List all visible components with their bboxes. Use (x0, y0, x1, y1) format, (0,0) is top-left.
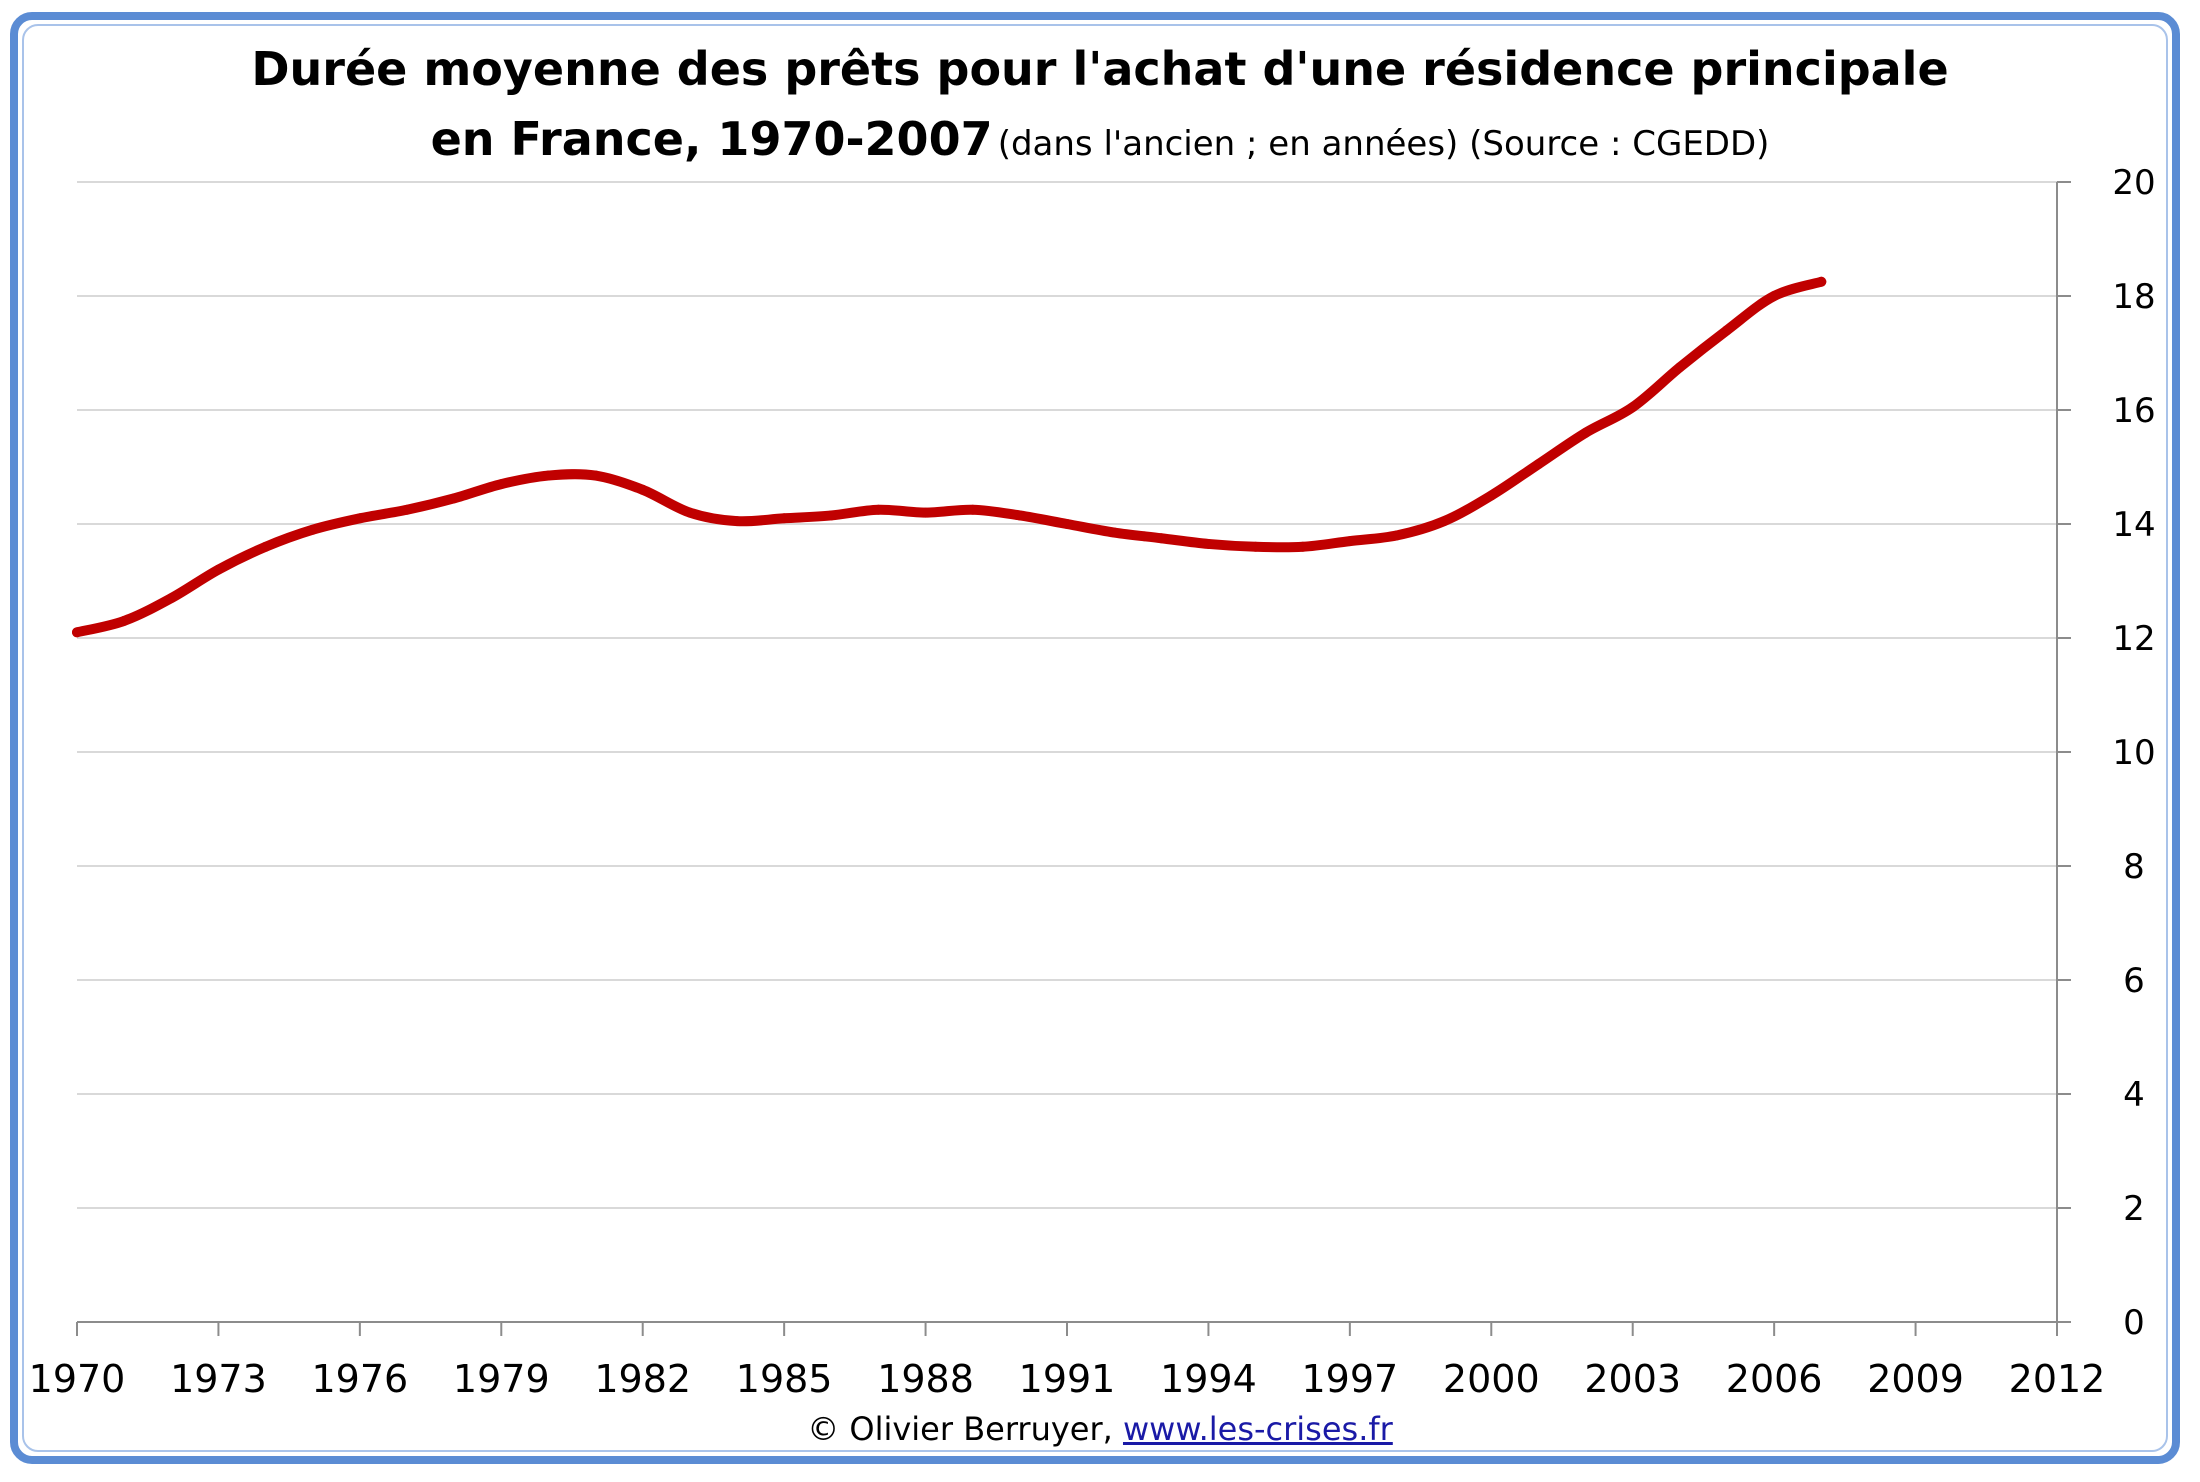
y-tick-label-16: 16 (2112, 391, 2155, 431)
chart-frame (10, 12, 2180, 1464)
x-tick-label-2012: 2012 (2009, 1357, 2106, 1401)
x-tick-label-2009: 2009 (1867, 1357, 1964, 1401)
data-point-1988 (920, 507, 931, 518)
data-point-1989 (967, 504, 978, 515)
data-point-1974 (260, 541, 271, 552)
data-point-1999 (1439, 516, 1450, 527)
data-point-1982 (637, 484, 648, 495)
series-group (72, 276, 1827, 638)
y-tick-label-18: 18 (2112, 277, 2155, 317)
x-tick-label-1997: 1997 (1301, 1357, 1398, 1401)
x-tick-label-1973: 1973 (170, 1357, 267, 1401)
copyright-text: © Olivier Berruyer, (807, 1410, 1113, 1448)
data-point-1977 (402, 504, 412, 515)
x-axis-tick-labels: 1970 1973 1976 1979 1982 1985 1988 1991 1994 1997… (29, 1357, 2106, 1401)
x-tick-label-2006: 2006 (1726, 1357, 1823, 1401)
x-tick-label-2000: 2000 (1443, 1357, 1540, 1401)
x-tick-label-1994: 1994 (1160, 1357, 1257, 1401)
data-point-1992 (1109, 527, 1120, 538)
data-point-1987 (873, 504, 884, 515)
y-tick-label-4: 4 (2123, 1075, 2145, 1115)
gridlines (77, 181, 2057, 1209)
chart-title-main: en France, 1970-2007 (430, 112, 993, 166)
y-tick-label-20: 20 (2112, 163, 2155, 203)
data-point-1973 (213, 564, 224, 575)
data-point-1993 (1156, 533, 1167, 544)
data-point-1972 (166, 593, 177, 604)
chart-title-line2: en France, 1970-2007 (dans l'ancien ; en… (0, 112, 2200, 166)
y-tick-label-2: 2 (2123, 1189, 2145, 1229)
data-point-2005 (1722, 325, 1732, 336)
data-point-1994 (1203, 538, 1214, 549)
data-point-1975 (307, 524, 318, 535)
data-point-1998 (1392, 530, 1402, 541)
data-point-1970 (72, 627, 82, 638)
chart-subtitle: (dans l'ancien ; en années) (Source : CG… (997, 124, 1770, 164)
x-tick-label-1970: 1970 (29, 1357, 126, 1401)
data-point-1976 (354, 513, 365, 524)
data-point-1979 (496, 479, 507, 490)
data-point-1980 (543, 470, 554, 481)
data-point-1991 (1062, 519, 1072, 529)
y-tick-label-8: 8 (2123, 847, 2145, 887)
data-point-2006 (1769, 291, 1780, 301)
data-point-1995 (1250, 541, 1261, 552)
data-point-1981 (590, 470, 601, 481)
data-point-1983 (684, 507, 695, 518)
y-tick-label-10: 10 (2112, 733, 2155, 773)
x-tick-label-1979: 1979 (453, 1357, 550, 1401)
data-point-1978 (449, 493, 460, 504)
y-axis-tick-labels: 0 2 4 6 8 10 12 14 16 18 20 (2112, 163, 2155, 1343)
data-point-2002 (1580, 427, 1591, 438)
x-tick-label-1988: 1988 (877, 1357, 974, 1401)
data-point-1985 (779, 513, 790, 524)
data-point-2000 (1486, 490, 1497, 501)
x-tick-label-1991: 1991 (1019, 1357, 1116, 1401)
chart-title-line1: Durée moyenne des prêts pour l'achat d'u… (251, 42, 1949, 96)
x-tick-label-1985: 1985 (736, 1357, 833, 1401)
data-point-1971 (119, 615, 130, 626)
footer-credit: © Olivier Berruyer, www.les-crises.fr (0, 1410, 2200, 1448)
data-point-1986 (826, 510, 837, 521)
website-link[interactable]: www.les-crises.fr (1122, 1410, 1393, 1448)
y-tick-label-12: 12 (2112, 619, 2155, 659)
axes (76, 181, 2071, 1336)
data-point-1997 (1344, 536, 1355, 547)
chart-frame-inner (22, 24, 2168, 1452)
x-tick-label-1976: 1976 (311, 1357, 408, 1401)
data-point-1990 (1014, 510, 1025, 521)
series-line-0 (72, 276, 1827, 638)
data-point-2003 (1627, 402, 1638, 413)
x-tick-label-2003: 2003 (1584, 1357, 1681, 1401)
data-point-1996 (1297, 541, 1308, 552)
y-tick-label-0: 0 (2123, 1303, 2145, 1343)
x-tick-label-1982: 1982 (594, 1357, 691, 1401)
data-point-1984 (732, 516, 742, 527)
y-tick-label-14: 14 (2112, 505, 2155, 545)
data-point-2001 (1533, 459, 1544, 470)
data-point-2004 (1674, 362, 1685, 373)
y-tick-label-6: 6 (2123, 961, 2145, 1001)
data-point-2007 (1816, 276, 1827, 287)
